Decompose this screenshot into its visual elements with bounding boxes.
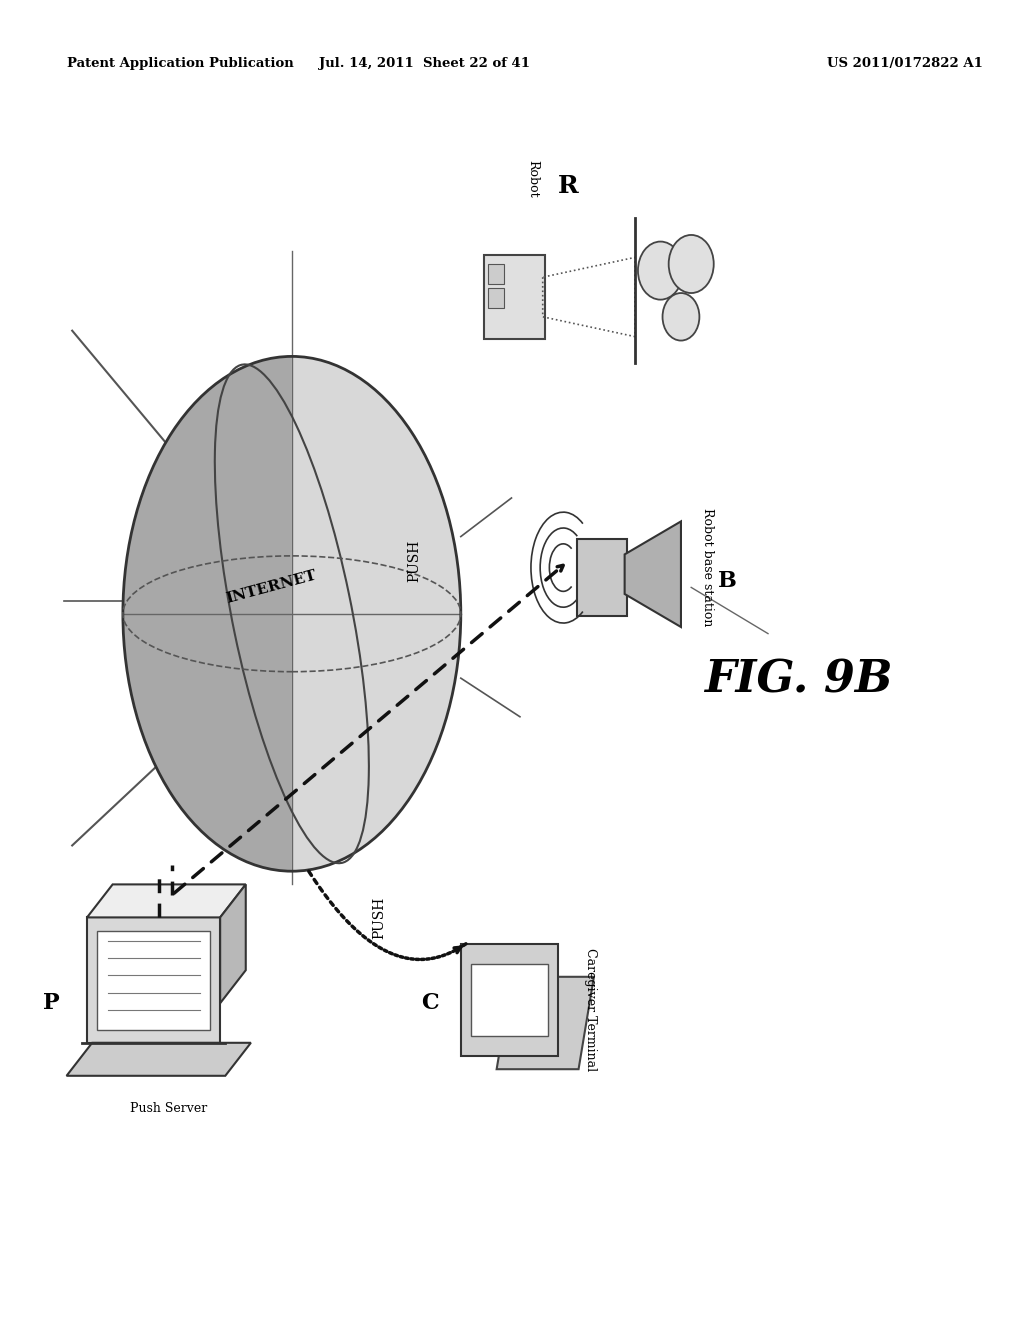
Text: Push Server: Push Server	[130, 1102, 208, 1115]
FancyBboxPatch shape	[87, 917, 220, 1043]
Text: US 2011/0172822 A1: US 2011/0172822 A1	[827, 57, 983, 70]
Text: R: R	[558, 174, 579, 198]
Polygon shape	[461, 944, 558, 1056]
Text: Jul. 14, 2011  Sheet 22 of 41: Jul. 14, 2011 Sheet 22 of 41	[319, 57, 530, 70]
Polygon shape	[220, 884, 246, 1003]
Polygon shape	[87, 884, 246, 917]
FancyBboxPatch shape	[97, 931, 210, 1030]
Text: Robot: Robot	[526, 160, 539, 198]
Circle shape	[638, 242, 683, 300]
Polygon shape	[292, 356, 461, 871]
FancyBboxPatch shape	[488, 264, 504, 284]
Polygon shape	[123, 356, 292, 871]
Polygon shape	[497, 977, 594, 1069]
Polygon shape	[67, 1043, 251, 1076]
Text: PUSH: PUSH	[372, 896, 386, 939]
Text: Robot base station: Robot base station	[701, 508, 715, 627]
Polygon shape	[625, 521, 681, 627]
Text: PUSH: PUSH	[408, 540, 422, 582]
Text: B: B	[718, 570, 736, 591]
FancyBboxPatch shape	[484, 255, 545, 339]
Text: Patent Application Publication: Patent Application Publication	[67, 57, 293, 70]
Circle shape	[663, 293, 699, 341]
Circle shape	[669, 235, 714, 293]
Text: C: C	[421, 993, 439, 1014]
FancyBboxPatch shape	[471, 964, 548, 1036]
Text: INTERNET: INTERNET	[224, 569, 318, 606]
FancyBboxPatch shape	[488, 288, 504, 308]
Text: Caregiver Terminal: Caregiver Terminal	[584, 948, 597, 1072]
FancyBboxPatch shape	[577, 539, 627, 616]
Text: P: P	[43, 993, 59, 1014]
Text: FIG. 9B: FIG. 9B	[705, 659, 893, 701]
